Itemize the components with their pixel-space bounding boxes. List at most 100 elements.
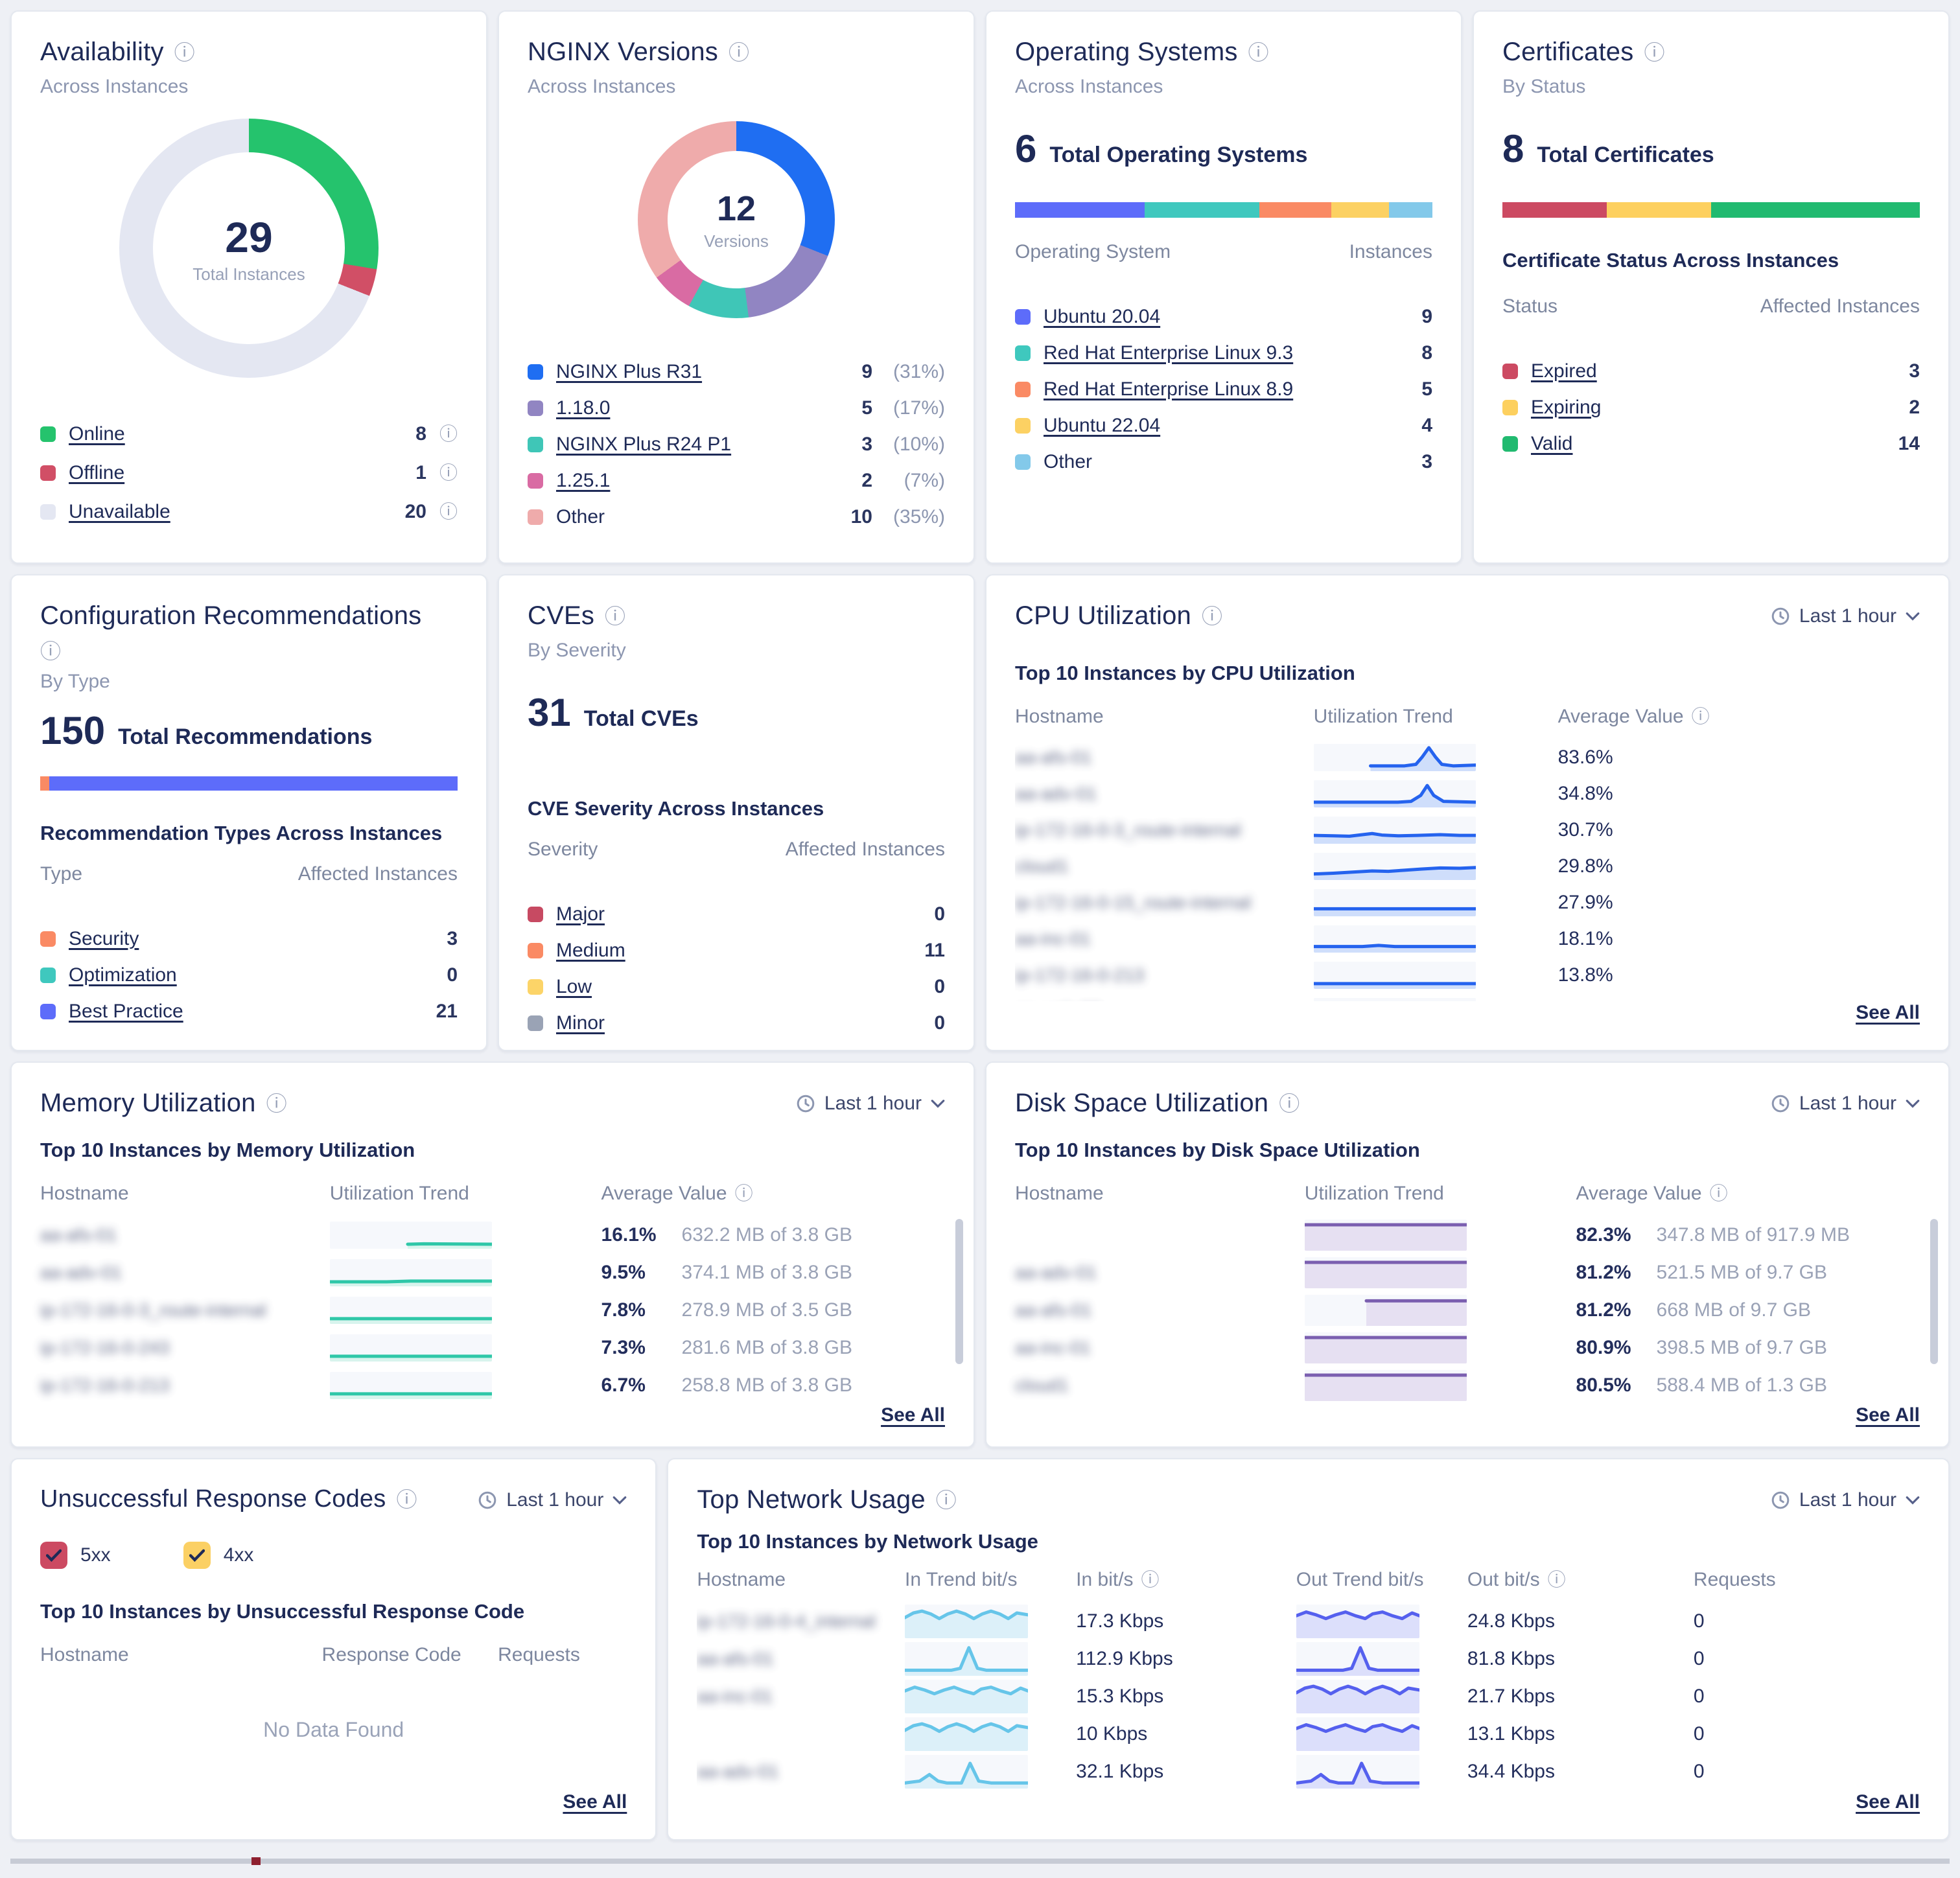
legend-link[interactable]: Expired (1531, 360, 1597, 382)
legend-link[interactable]: Optimization (69, 964, 177, 986)
legend-color-dot (1502, 364, 1518, 379)
average-value: 6.7% (601, 1374, 646, 1396)
info-icon[interactable]: ⓘ (1709, 1183, 1728, 1203)
legend-link[interactable]: Best Practice (69, 1001, 183, 1022)
legend-link[interactable]: Minor (556, 1012, 605, 1034)
legend-link[interactable]: 1.18.0 (556, 397, 611, 419)
legend-link[interactable]: Low (556, 976, 592, 997)
hostname-link[interactable]: cloud1 (1015, 1375, 1069, 1395)
hostname-link[interactable]: aa-afs-01 (1015, 1300, 1092, 1320)
out-trend-sparkline (1296, 1642, 1419, 1676)
legend-percent: (35%) (892, 506, 945, 527)
see-all-link[interactable]: See All (1856, 1404, 1920, 1426)
see-all-link[interactable]: See All (1856, 1002, 1920, 1023)
info-icon[interactable]: ⓘ (1141, 1570, 1160, 1590)
info-icon[interactable]: ⓘ (1644, 40, 1665, 64)
time-range-select[interactable]: Last 1 hour (796, 1089, 945, 1115)
legend-link[interactable]: Unavailable (69, 501, 170, 522)
legend-link[interactable]: Other (1044, 451, 1093, 472)
hostname-link[interactable]: ip-172-16-0-15_route-internal (1015, 892, 1252, 912)
card-subtitle: By Status (1502, 76, 1586, 97)
legend-link[interactable]: Ubuntu 20.04 (1044, 306, 1161, 327)
hostname-link[interactable]: cloud1 (1015, 856, 1069, 876)
info-icon[interactable]: ⓘ (1279, 1091, 1300, 1115)
info-icon[interactable]: ⓘ (1201, 604, 1222, 628)
legend-link[interactable]: Online (69, 423, 125, 445)
info-icon[interactable]: ⓘ (734, 1183, 753, 1203)
response-code-filter-checkbox[interactable]: 4xx (183, 1542, 253, 1569)
see-all-link[interactable]: See All (563, 1791, 627, 1813)
cpu-table-row: aa-adv-01 34.8% (1015, 776, 1920, 812)
in-bits-value: 112.9 Kbps (1076, 1648, 1173, 1669)
see-all-link[interactable]: See All (881, 1404, 945, 1426)
time-range-label: Last 1 hour (1799, 1489, 1896, 1511)
hostname-link[interactable]: ip-172-16-0-213 (1015, 965, 1145, 985)
nginx-versions-legend: NGINX Plus R31 9 (31%) 1.18.0 5 (17%) (528, 347, 945, 528)
hostname-link[interactable]: aa-inc-01 (1015, 929, 1091, 949)
legend-link[interactable]: Ubuntu 22.04 (1044, 415, 1161, 436)
hostname-link[interactable]: ip-172-16-0-4_internal (697, 1611, 876, 1631)
legend-link[interactable]: Major (556, 903, 605, 925)
card-title: CPU Utilization (1015, 601, 1191, 630)
info-icon[interactable]: ⓘ (935, 1488, 957, 1512)
card-unsuccessful-response-codes: Unsuccessful Response Codes ⓘ Last 1 hou… (10, 1458, 657, 1840)
info-icon[interactable]: ⓘ (266, 1091, 287, 1115)
hostname-link[interactable]: aa-adv-01 (697, 1761, 779, 1781)
info-icon[interactable]: ⓘ (605, 604, 626, 628)
hostname-link[interactable]: aa-adv-01 (40, 1262, 122, 1282)
legend-link[interactable]: 1.25.1 (556, 470, 611, 491)
legend-color-dot (528, 1015, 543, 1031)
hostname-link[interactable]: ip-172-16-0-243 (40, 1338, 170, 1358)
network-table: ip-172-16-0-4_internal 17.3 Kbps 24.8 Kb… (697, 1603, 1920, 1791)
section-title: Recommendation Types Across Instances (40, 822, 443, 844)
legend-link[interactable]: Security (69, 928, 139, 949)
info-icon[interactable]: ⓘ (174, 40, 195, 64)
scrollbar-thumb[interactable] (1930, 1219, 1938, 1364)
legend-count: 8 (1421, 342, 1432, 364)
response-code-filter-checkbox[interactable]: 5xx (40, 1542, 111, 1569)
hostname-link[interactable]: ip-172-16-0-213 (40, 1375, 170, 1395)
info-icon[interactable]: ⓘ (439, 502, 458, 522)
legend-link[interactable]: Expiring (1531, 397, 1602, 418)
info-icon[interactable]: ⓘ (1691, 706, 1710, 726)
info-icon[interactable]: ⓘ (396, 1487, 417, 1511)
hostname-link[interactable]: aa-afs-01 (40, 1225, 117, 1245)
section-title: Certificate Status Across Instances (1502, 249, 1839, 272)
hostname-link[interactable]: aa-adv-01 (1015, 1262, 1097, 1282)
hostname-link[interactable]: aa-afs-01 (1015, 747, 1092, 767)
info-icon[interactable]: ⓘ (1248, 40, 1269, 64)
time-range-select[interactable]: Last 1 hour (478, 1485, 627, 1511)
legend-link[interactable]: Other (556, 506, 605, 527)
time-range-select[interactable]: Last 1 hour (1771, 1485, 1920, 1511)
legend-link[interactable]: Red Hat Enterprise Linux 9.3 (1044, 342, 1294, 364)
card-subtitle: By Type (40, 671, 110, 692)
info-icon[interactable]: ⓘ (729, 40, 750, 64)
info-icon[interactable]: ⓘ (40, 640, 62, 663)
scrollbar-thumb[interactable] (955, 1219, 963, 1364)
info-icon[interactable]: ⓘ (439, 463, 458, 483)
card-title: NGINX Versions (528, 38, 719, 66)
in-bits-value: 10 Kbps (1076, 1723, 1148, 1745)
hostname-link[interactable]: aa-adv-01 (1015, 783, 1097, 804)
legend-link[interactable]: NGINX Plus R24 P1 (556, 434, 732, 455)
legend-link[interactable]: Medium (556, 940, 625, 961)
legend-link[interactable]: Valid (1531, 433, 1573, 454)
hostname-link[interactable]: aa-inc-01 (1015, 1338, 1091, 1358)
legend-count: 2 (1909, 397, 1920, 418)
hostname-link[interactable]: ip-172-16-0-3_route-internal (40, 1300, 266, 1320)
legend-row: Optimization 0 (40, 964, 458, 986)
hostname-link[interactable]: aa-inc-01 (697, 1686, 773, 1706)
requests-value: 0 (1693, 1723, 1705, 1745)
legend-link[interactable]: Offline (69, 462, 125, 483)
time-range-select[interactable]: Last 1 hour (1771, 601, 1920, 627)
nginx-versions-donut-chart: 12 Versions (638, 121, 835, 318)
legend-link[interactable]: NGINX Plus R31 (556, 361, 703, 382)
see-all-link[interactable]: See All (1856, 1791, 1920, 1813)
legend-link[interactable]: Red Hat Enterprise Linux 8.9 (1044, 378, 1294, 400)
info-icon[interactable]: ⓘ (1547, 1570, 1566, 1590)
hostname-link[interactable]: aa-afs-01 (697, 1649, 774, 1669)
time-range-select[interactable]: Last 1 hour (1771, 1089, 1920, 1115)
usage-detail: 521.5 MB of 9.7 GB (1656, 1262, 1827, 1283)
info-icon[interactable]: ⓘ (439, 424, 458, 444)
hostname-link[interactable]: ip-172-16-0-3_route-internal (1015, 820, 1241, 840)
